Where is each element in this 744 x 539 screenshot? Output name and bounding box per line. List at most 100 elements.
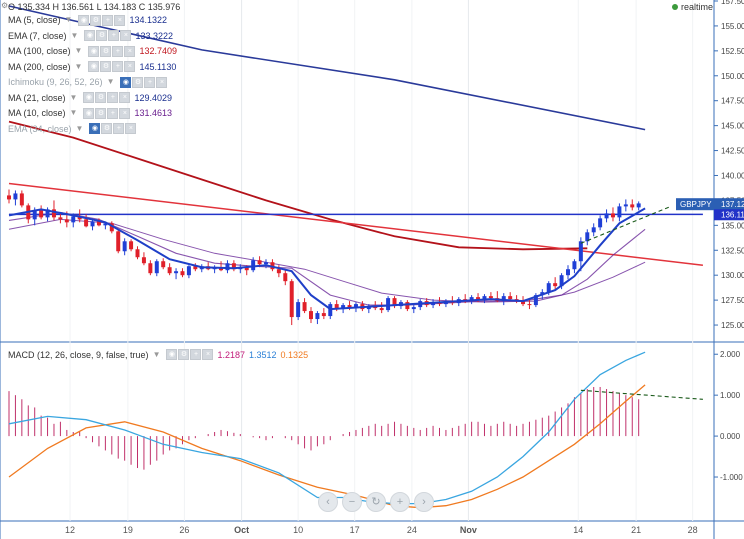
gear-icon[interactable]: ⚙ xyxy=(100,61,112,72)
eye-icon[interactable]: ◉ xyxy=(88,45,100,57)
candle-body xyxy=(58,217,63,220)
plus-icon[interactable]: + xyxy=(144,76,156,88)
macd-close-icon[interactable]: × xyxy=(202,349,214,360)
macd-gear-icon[interactable]: ⚙ xyxy=(178,349,190,360)
indicator-caret-icon[interactable]: ▼ xyxy=(75,123,84,133)
indicator-value: 145.1130 xyxy=(139,61,177,72)
candle-body xyxy=(180,271,185,276)
indicator-label: EMA (34, close) xyxy=(8,123,72,134)
x-tick-label: 24 xyxy=(407,525,417,535)
candle-body xyxy=(476,297,481,301)
candle-body xyxy=(13,193,18,200)
close-icon[interactable]: × xyxy=(114,14,126,26)
y-tick-label: 147.50 xyxy=(721,97,744,106)
eye-icon[interactable]: ◉ xyxy=(83,92,95,103)
settings-icon[interactable]: ⚙ xyxy=(1,1,9,10)
reset-button[interactable]: ↻ xyxy=(366,492,386,512)
scroll-right-button[interactable]: › xyxy=(414,492,434,512)
candle-body xyxy=(353,304,358,309)
gear-icon[interactable]: ⚙ xyxy=(101,123,113,134)
candle-body xyxy=(109,223,114,232)
close-icon[interactable]: × xyxy=(119,92,131,103)
plus-icon[interactable]: + xyxy=(107,107,119,119)
candle-body xyxy=(617,206,622,218)
candle-body xyxy=(167,267,172,274)
candle-body xyxy=(411,307,416,310)
candle-body xyxy=(135,249,140,258)
x-tick-label: Oct xyxy=(234,525,249,535)
indicator-caret-icon[interactable]: ▼ xyxy=(74,46,83,55)
plus-icon[interactable]: + xyxy=(112,45,124,57)
close-icon[interactable]: × xyxy=(120,30,132,41)
gear-icon[interactable]: ⚙ xyxy=(96,30,108,41)
realtime-indicator: realtime xyxy=(672,2,713,12)
plus-icon[interactable]: + xyxy=(108,30,120,41)
candle-body xyxy=(585,232,590,242)
eye-icon[interactable]: ◉ xyxy=(89,123,101,134)
eye-icon[interactable]: ◉ xyxy=(84,30,96,41)
candle-body xyxy=(321,313,326,317)
plus-icon[interactable]: + xyxy=(102,14,114,26)
zoom-out-button[interactable]: − xyxy=(342,492,362,512)
candle-body xyxy=(231,263,236,270)
gear-icon[interactable]: ⚙ xyxy=(90,14,102,26)
macd-dashed-trendline xyxy=(580,389,703,400)
x-tick-label: 12 xyxy=(65,525,75,535)
close-icon[interactable]: × xyxy=(156,76,168,88)
close-icon[interactable]: × xyxy=(124,45,136,57)
candle-body xyxy=(161,261,166,268)
indicator-caret-icon[interactable]: ▼ xyxy=(70,30,79,40)
candle-body xyxy=(308,311,313,320)
indicator-caret-icon[interactable]: ▼ xyxy=(74,61,83,71)
scroll-left-button[interactable]: ‹ xyxy=(318,492,338,512)
x-tick-label: 19 xyxy=(123,525,133,535)
eye-icon[interactable]: ◉ xyxy=(83,107,95,119)
x-tick-label: Nov xyxy=(460,525,477,535)
indicator-caret-icon[interactable]: ▼ xyxy=(69,92,78,102)
zoom-in-button[interactable]: + xyxy=(390,492,410,512)
close-icon[interactable]: × xyxy=(124,61,136,72)
plus-icon[interactable]: + xyxy=(113,123,125,134)
macd-eye-icon[interactable]: ◉ xyxy=(166,349,178,360)
macd-controls: ◉ ⚙ + × xyxy=(166,349,214,360)
candle-body xyxy=(283,273,288,282)
gear-icon[interactable]: ⚙ xyxy=(100,45,112,57)
candle-body xyxy=(225,263,230,271)
x-tick-label: 21 xyxy=(631,525,641,535)
candle-body xyxy=(386,298,391,311)
plus-icon[interactable]: + xyxy=(112,61,124,72)
price-marker-value: 137.12 xyxy=(721,200,744,209)
plus-icon[interactable]: + xyxy=(107,92,119,103)
indicator-value: 133.3222 xyxy=(135,30,173,41)
eye-icon[interactable]: ◉ xyxy=(120,76,132,88)
y-tick-label: 127.50 xyxy=(721,296,744,305)
gear-icon[interactable]: ⚙ xyxy=(95,92,107,103)
candle-body xyxy=(623,204,628,207)
indicator-caret-icon[interactable]: ▼ xyxy=(106,77,115,86)
x-tick-label: 10 xyxy=(293,525,303,535)
eye-icon[interactable]: ◉ xyxy=(78,14,90,26)
indicator-controls: ◉ ⚙ + × xyxy=(88,45,136,57)
candle-body xyxy=(566,269,570,276)
indicator-row: EMA (34, close) ▼ ◉ ⚙ + × xyxy=(8,123,137,135)
gear-icon[interactable]: ⚙ xyxy=(95,107,107,119)
candle-body xyxy=(572,261,577,270)
indicator-controls: ◉ ⚙ + × xyxy=(84,30,132,41)
line-ma-21-close- xyxy=(8,218,646,303)
gear-icon[interactable]: ⚙ xyxy=(132,76,144,88)
chart-nav: ‹ − ↻ + › xyxy=(318,492,434,512)
close-icon[interactable]: × xyxy=(125,123,137,134)
macd-caret-icon[interactable]: ▼ xyxy=(152,350,161,359)
indicator-row: MA (21, close) ▼ ◉ ⚙ + × 129.4029 xyxy=(8,92,172,104)
indicator-caret-icon[interactable]: ▼ xyxy=(64,15,73,24)
y-tick-label: 142.50 xyxy=(721,147,744,156)
indicator-row: EMA (7, close) ▼ ◉ ⚙ + × 133.3222 xyxy=(8,30,173,42)
close-icon[interactable]: × xyxy=(119,107,131,119)
candle-body xyxy=(32,210,37,220)
indicator-label: MA (5, close) xyxy=(8,15,61,25)
indicator-caret-icon[interactable]: ▼ xyxy=(69,108,78,117)
x-tick-label: 17 xyxy=(350,525,360,535)
eye-icon[interactable]: ◉ xyxy=(88,61,100,72)
candle-body xyxy=(64,219,69,223)
macd-plus-icon[interactable]: + xyxy=(190,349,202,360)
